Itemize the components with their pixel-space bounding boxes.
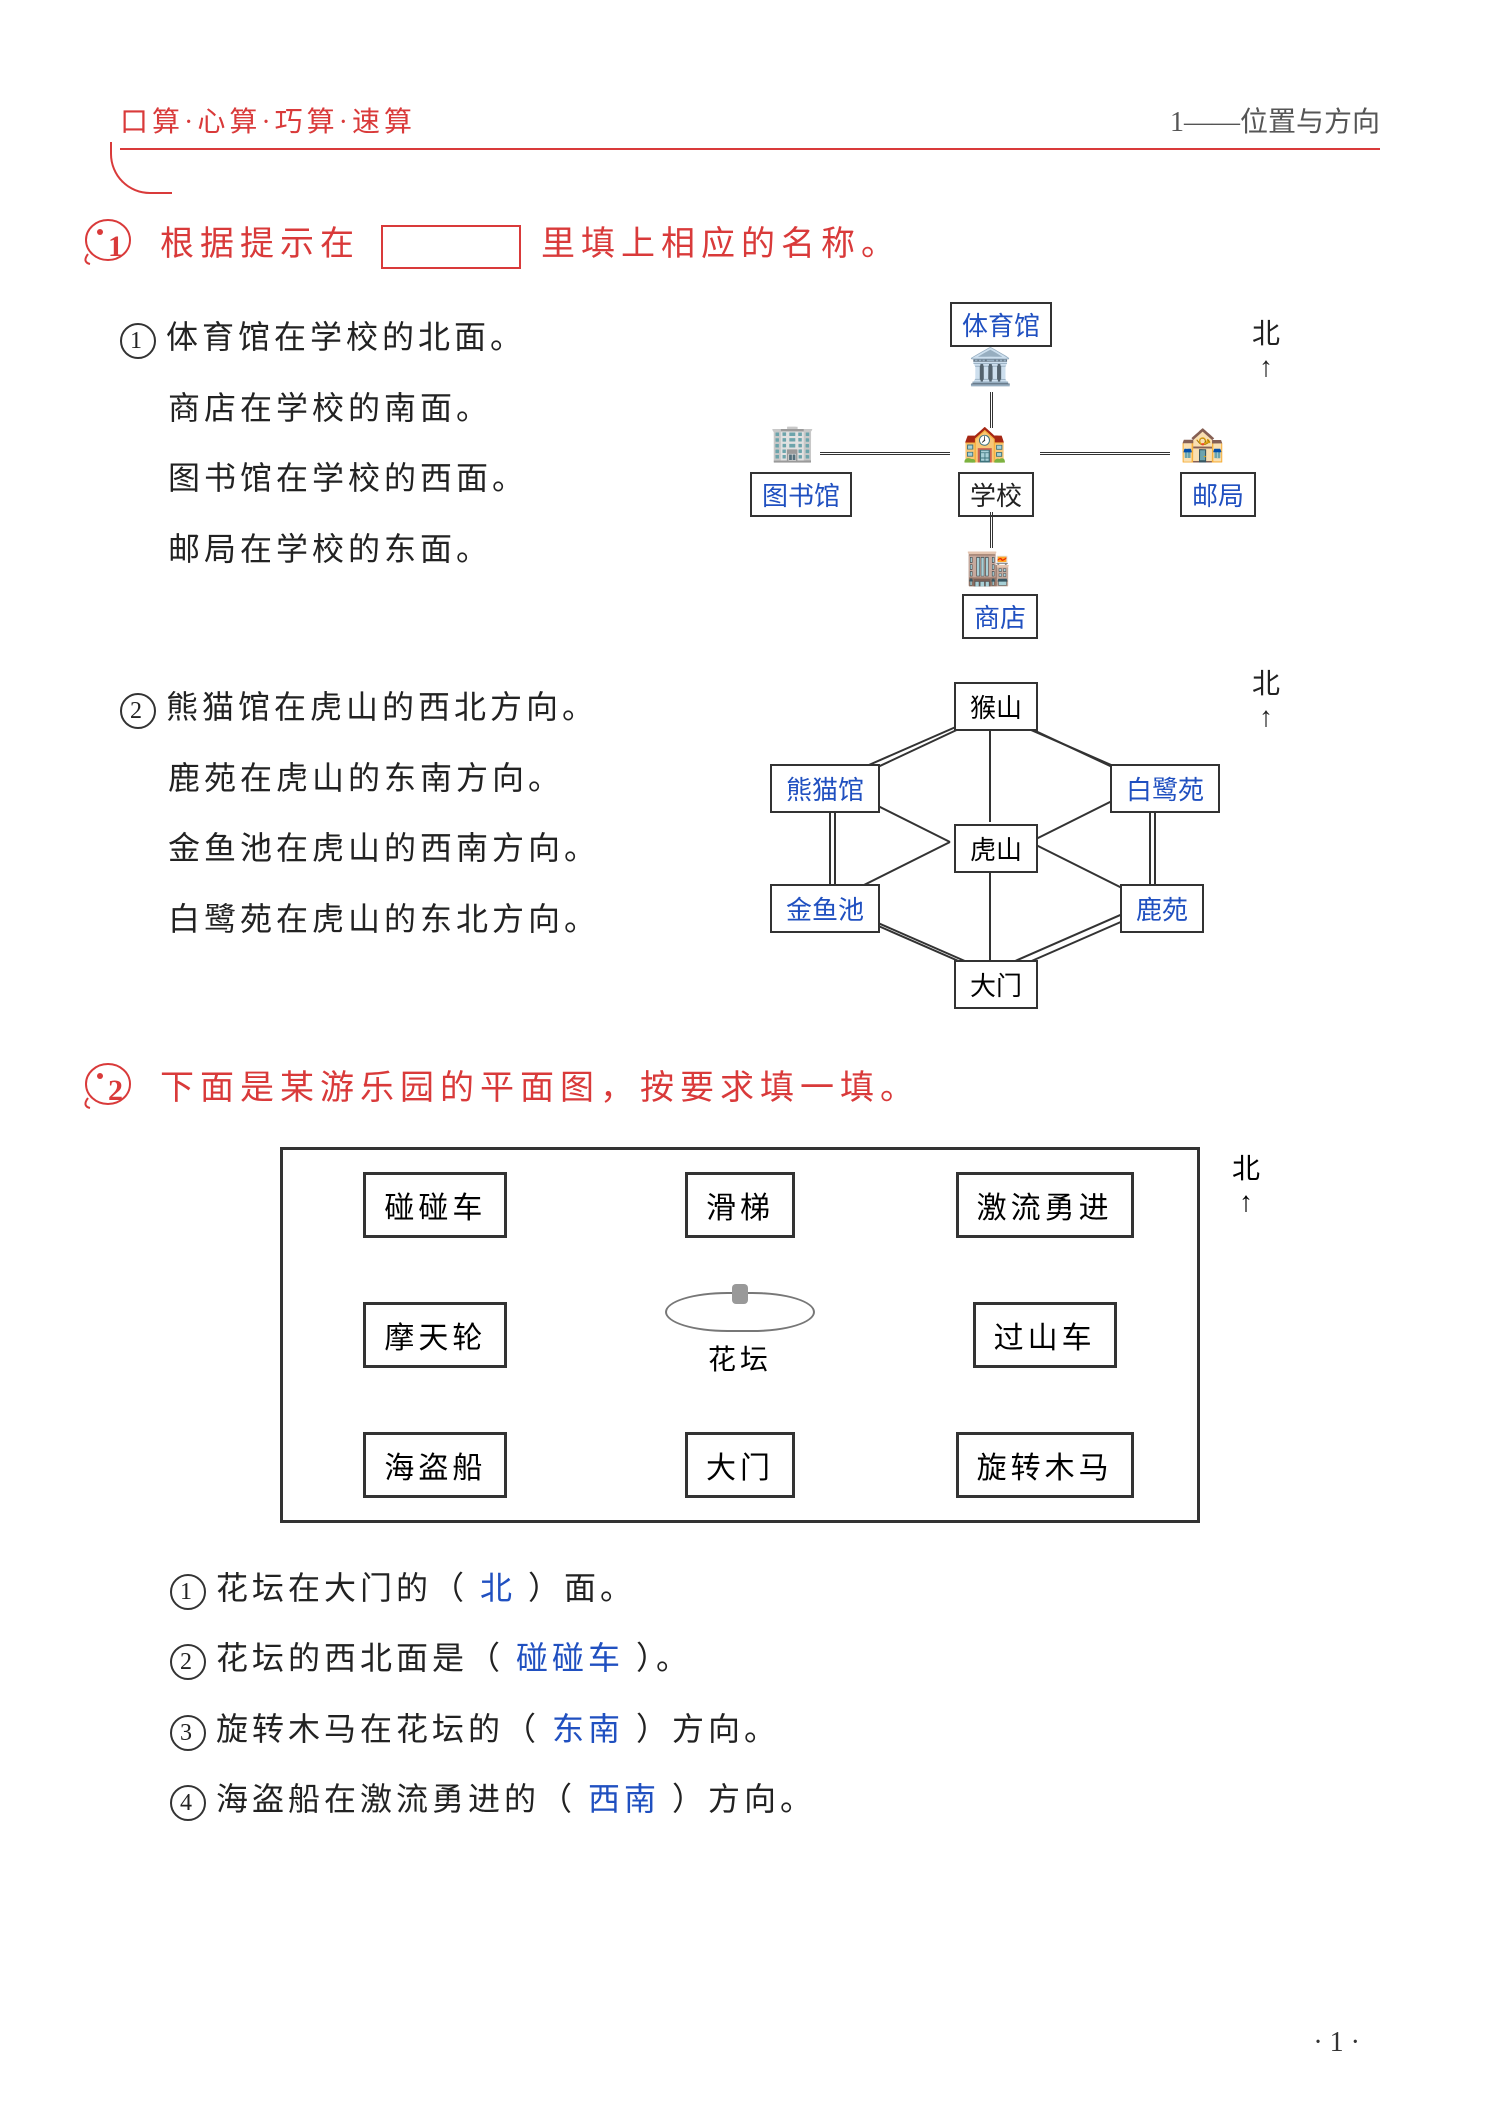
park-e: 过山车	[973, 1302, 1117, 1368]
park-center: 花坛	[588, 1260, 893, 1410]
map2-sw: 金鱼池	[770, 884, 880, 933]
section-badge-2: 2	[108, 1074, 123, 1108]
map2-ne: 白鹭苑	[1110, 764, 1220, 813]
p1-line-0: 体育馆在学校的北面。	[166, 319, 526, 355]
problem-1-text: 1 体育馆在学校的北面。 商店在学校的南面。 图书馆在学校的西面。 邮局在学校的东…	[120, 302, 680, 584]
map2-se: 鹿苑	[1120, 884, 1204, 933]
section-2-title: 下面是某游乐园的平面图，按要求填一填。	[160, 1062, 1380, 1116]
shop-icon: 🏬	[966, 546, 1011, 588]
problem-1: 1 体育馆在学校的北面。 商店在学校的南面。 图书馆在学校的西面。 邮局在学校的东…	[120, 302, 1380, 642]
map2-nw: 熊猫馆	[770, 764, 880, 813]
park-ne: 激流勇进	[956, 1172, 1134, 1238]
p2-line-3: 白鹭苑在虎山的东北方向。	[168, 901, 600, 937]
park-center-label: 花坛	[708, 1338, 772, 1378]
post-icon: 🏤	[1180, 422, 1225, 464]
park-n: 滑梯	[685, 1172, 795, 1238]
bird-icon: 2	[80, 1052, 140, 1112]
qa-4: 4 海盗船在激流勇进的（ 西南 ）方向。	[170, 1764, 1380, 1834]
circled-1: 1	[120, 323, 156, 359]
bird-icon: 1	[80, 208, 140, 268]
q1-before: 花坛在大门的（	[216, 1570, 468, 1606]
library-icon: 🏢	[770, 422, 815, 464]
building-icon: 🏛️	[968, 346, 1013, 388]
school-icon: 🏫	[962, 422, 1007, 464]
north-label-1: 北	[1252, 312, 1280, 384]
qa-1: 1 花坛在大门的（ 北 ）面。	[170, 1553, 1380, 1623]
park-nw: 碰碰车	[363, 1172, 507, 1238]
q3-after: ）方向。	[636, 1711, 780, 1747]
flowerbed-icon	[665, 1292, 815, 1332]
p1-line-3: 邮局在学校的东面。	[168, 531, 492, 567]
q4-ans: 西南	[588, 1781, 660, 1817]
title-after: 里填上相应的名称。	[541, 226, 901, 263]
q4-after: ）方向。	[672, 1781, 816, 1817]
p2-line-1: 鹿苑在虎山的东南方向。	[168, 760, 564, 796]
p1-line-1: 商店在学校的南面。	[168, 390, 492, 426]
map1-center: 学校	[958, 472, 1034, 517]
qa-list: 1 花坛在大门的（ 北 ）面。 2 花坛的西北面是（ 碰碰车 ）。 3 旋转木马在花坛…	[170, 1553, 1380, 1835]
q2-after: ）。	[636, 1640, 692, 1676]
q3-before: 旋转木马在花坛的（	[216, 1711, 540, 1747]
section-1-title: 根据提示在 里填上相应的名称。	[160, 218, 1380, 272]
p1-line-2: 图书馆在学校的西面。	[168, 460, 528, 496]
section-1: 1 根据提示在 里填上相应的名称。 1 体育馆在学校的北面。 商店在学校的南面。 …	[120, 218, 1380, 1012]
map1-w: 图书馆	[750, 472, 852, 517]
section-badge-1: 1	[108, 230, 123, 264]
map2-s: 大门	[954, 960, 1038, 1009]
circled-q1: 1	[170, 1574, 206, 1610]
circled-q2: 2	[170, 1644, 206, 1680]
park-map: 北 碰碰车 滑梯 激流勇进 摩天轮 花坛 过山车 海盗船 大门 旋转木马	[280, 1147, 1200, 1523]
park-sw: 海盗船	[363, 1432, 507, 1498]
map2-n: 猴山	[954, 682, 1038, 731]
map-2: 北 猴山 熊猫馆 白鹭苑 虎山 金鱼池 鹿苑 大门	[710, 672, 1270, 1012]
map1-n: 体育馆	[950, 302, 1052, 347]
line	[820, 452, 950, 455]
line	[990, 512, 993, 548]
p2-line-0: 熊猫馆在虎山的西北方向。	[166, 689, 598, 725]
map-1: 北 体育馆 🏛️ 🏫 学校 🏢 图书馆 🏤 邮局 🏬 商店	[710, 302, 1270, 642]
p2-line-2: 金鱼池在虎山的西南方向。	[168, 830, 600, 866]
section-2: 2 下面是某游乐园的平面图，按要求填一填。 北 碰碰车 滑梯 激流勇进 摩天轮 …	[120, 1062, 1380, 1834]
q1-after: ）面。	[528, 1570, 636, 1606]
problem-2: 2 熊猫馆在虎山的西北方向。 鹿苑在虎山的东南方向。 金鱼池在虎山的西南方向。 白…	[120, 672, 1380, 1012]
park-grid: 碰碰车 滑梯 激流勇进 摩天轮 花坛 过山车 海盗船 大门 旋转木马	[280, 1147, 1200, 1523]
qa-3: 3 旋转木马在花坛的（ 东南 ）方向。	[170, 1694, 1380, 1764]
problem-2-text: 2 熊猫馆在虎山的西北方向。 鹿苑在虎山的东南方向。 金鱼池在虎山的西南方向。 白…	[120, 672, 680, 954]
q1-ans: 北	[480, 1570, 516, 1606]
park-s: 大门	[685, 1432, 795, 1498]
qa-2: 2 花坛的西北面是（ 碰碰车 ）。	[170, 1623, 1380, 1693]
blank-box	[381, 225, 521, 269]
q2-ans: 碰碰车	[516, 1640, 624, 1676]
park-se: 旋转木马	[956, 1432, 1134, 1498]
header-right: 1——位置与方向	[1170, 100, 1380, 140]
title-before: 根据提示在	[160, 226, 360, 263]
circled-2: 2	[120, 693, 156, 729]
q3-ans: 东南	[552, 1711, 624, 1747]
header-left: 口算·心算·巧算·速算	[120, 100, 416, 140]
park-w: 摩天轮	[363, 1302, 507, 1368]
header-rule	[120, 148, 1380, 188]
q4-before: 海盗船在激流勇进的（	[216, 1781, 576, 1817]
map1-s: 商店	[962, 594, 1038, 639]
page-header: 口算·心算·巧算·速算 1——位置与方向	[120, 100, 1380, 140]
map2-center: 虎山	[954, 824, 1038, 873]
north-label-3: 北	[1232, 1147, 1260, 1219]
q2-before: 花坛的西北面是（	[216, 1640, 504, 1676]
page-number: · 1 ·	[1313, 2027, 1360, 2059]
circled-q4: 4	[170, 1785, 206, 1821]
map1-e: 邮局	[1180, 472, 1256, 517]
line	[1040, 452, 1170, 455]
circled-q3: 3	[170, 1715, 206, 1751]
